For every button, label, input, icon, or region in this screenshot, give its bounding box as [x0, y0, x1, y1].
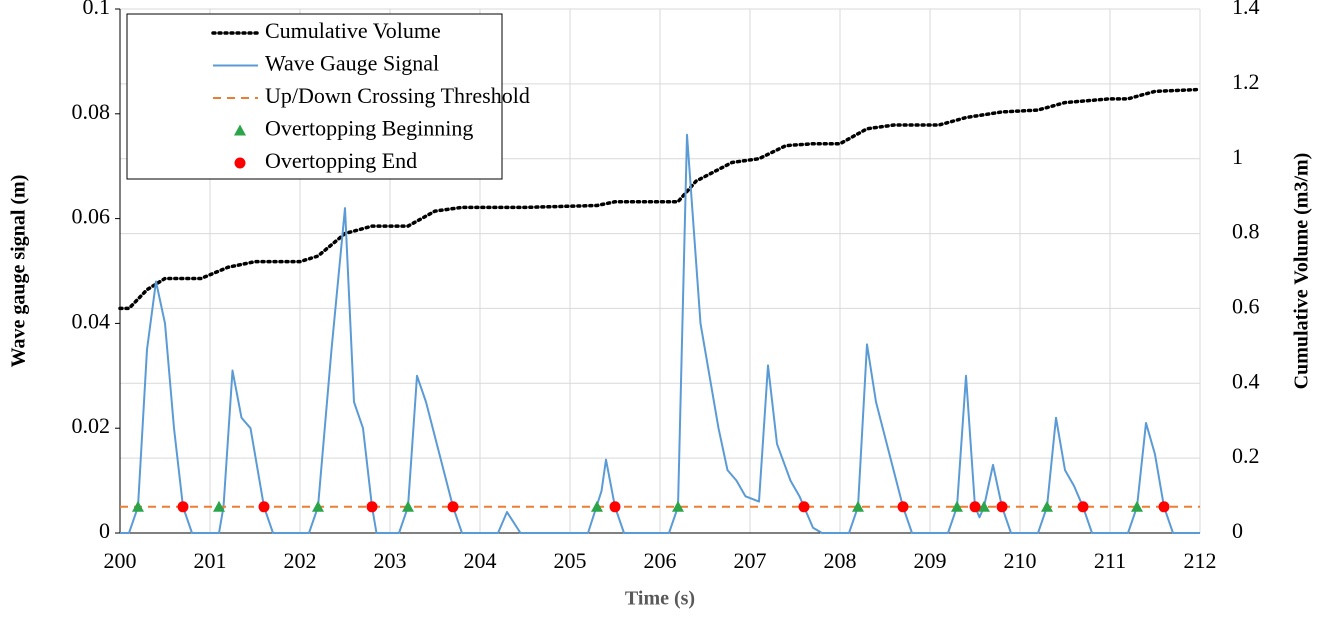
triangle-marker [591, 500, 603, 512]
circle-marker [897, 501, 909, 513]
triangle-marker [951, 500, 963, 512]
legend-label: Wave Gauge Signal [265, 51, 439, 76]
circle-marker [177, 501, 189, 513]
triangle-marker [312, 500, 324, 512]
y-tick-label: 0.1 [83, 0, 111, 19]
triangle-marker [234, 124, 246, 136]
circle-marker [798, 501, 810, 513]
x-tick-label: 210 [1004, 548, 1037, 573]
y2-tick-label: 0.2 [1232, 443, 1260, 468]
circle-marker [234, 157, 246, 169]
x-tick-label: 203 [374, 548, 407, 573]
x-tick-label: 207 [734, 548, 767, 573]
y2-tick-label: 0.4 [1232, 368, 1260, 393]
triangle-marker [852, 500, 864, 512]
circle-marker [609, 501, 621, 513]
triangle-marker [672, 500, 684, 512]
triangle-marker [402, 500, 414, 512]
legend-label: Overtopping Beginning [265, 116, 473, 141]
x-tick-label: 201 [194, 548, 227, 573]
y-axis-title: Wave gauge signal (m) [8, 175, 30, 368]
y-tick-label: 0.08 [72, 99, 111, 124]
x-tick-label: 211 [1094, 548, 1126, 573]
x-tick-label: 202 [284, 548, 317, 573]
legend: Cumulative Volume Wave Gauge Signal Up/Dow… [126, 13, 530, 180]
triangle-marker [132, 500, 144, 512]
triangle-marker [978, 500, 990, 512]
x-tick-label: 200 [104, 548, 137, 573]
y-tick-label: 0.04 [72, 308, 111, 333]
x-tick-label: 204 [464, 548, 497, 573]
y2-tick-label: 1 [1232, 144, 1243, 169]
series-line [120, 133, 1200, 534]
triangle-marker [213, 500, 225, 512]
x-tick-label: 209 [914, 548, 947, 573]
circle-marker [996, 501, 1008, 513]
x-tick-label: 205 [554, 548, 587, 573]
x-axis-title: Time (s) [625, 588, 695, 610]
legend-box [126, 13, 503, 180]
series-line [118, 87, 1202, 311]
y2-axis-title: Cumulative Volume (m3/m) [1291, 153, 1313, 390]
circle-marker [258, 501, 270, 513]
circle-marker [447, 501, 459, 513]
triangle-marker [1041, 500, 1053, 512]
y-tick-label: 0 [99, 518, 110, 543]
circle-marker [366, 501, 378, 513]
y2-tick-label: 1.2 [1232, 69, 1260, 94]
y-tick-label: 0.02 [72, 413, 111, 438]
circle-marker [1158, 501, 1170, 513]
x-tick-label: 206 [644, 548, 677, 573]
y2-tick-label: 0.8 [1232, 219, 1260, 244]
legend-label: Cumulative Volume [265, 18, 441, 43]
y2-tick-label: 0 [1232, 518, 1243, 543]
triangle-marker [1131, 500, 1143, 512]
legend-label: Overtopping End [265, 148, 417, 173]
circle-marker [1077, 501, 1089, 513]
y2-tick-label: 1.4 [1232, 0, 1260, 19]
legend-label: Up/Down Crossing Threshold [265, 83, 530, 108]
y2-tick-label: 0.6 [1232, 293, 1260, 318]
x-tick-label: 208 [824, 548, 857, 573]
y-tick-label: 0.06 [72, 204, 111, 229]
circle-marker [969, 501, 981, 513]
x-tick-label: 212 [1184, 548, 1217, 573]
